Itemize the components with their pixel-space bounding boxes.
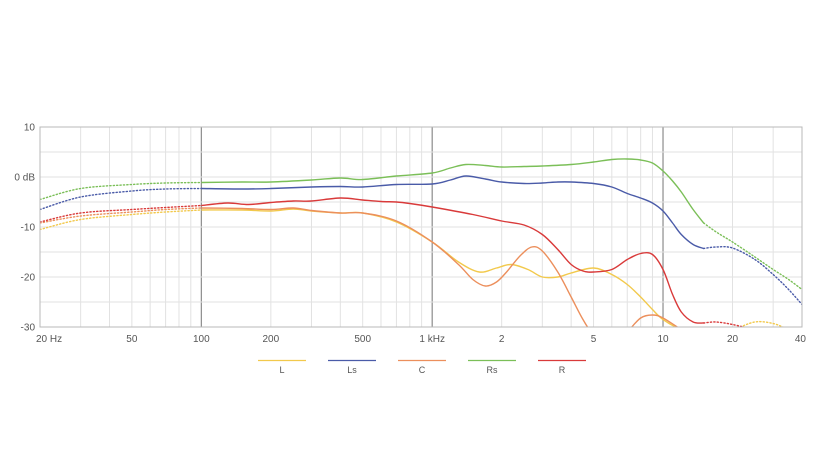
x-tick-label: 20 Hz <box>36 334 62 345</box>
series-line-dotted-low <box>40 181 203 201</box>
series-rs <box>40 158 802 291</box>
y-tick-label: 10 <box>24 123 36 134</box>
legend-item-r: R <box>538 359 586 375</box>
y-tick-label: -10 <box>21 223 36 234</box>
series-line-dotted-low <box>40 204 203 223</box>
x-tick-label: 20 <box>727 334 739 345</box>
series-c <box>40 207 802 362</box>
series-line-solid <box>201 158 705 224</box>
legend-label: Ls <box>347 365 357 375</box>
series-ls <box>40 175 802 306</box>
x-tick-label: 10 <box>657 334 669 345</box>
legend-label: Rs <box>487 365 498 375</box>
legend-item-c: C <box>398 359 446 375</box>
series-line-dotted-low <box>40 187 203 211</box>
x-tick-label: 500 <box>354 334 371 345</box>
series-line-dotted-high <box>702 245 802 306</box>
x-tick-label: 50 <box>126 334 138 345</box>
grid <box>40 127 802 327</box>
legend-label: R <box>559 365 566 375</box>
series-line-dotted-high <box>704 342 802 362</box>
y-tick-label: 0 dB <box>14 173 35 184</box>
legend-label: L <box>279 365 284 375</box>
x-tick-label: 100 <box>193 334 210 345</box>
series-line-dotted-high <box>702 321 747 327</box>
y-tick-label: -30 <box>21 323 36 334</box>
series-lines <box>40 158 802 362</box>
series-l <box>40 208 785 327</box>
series-line-solid <box>201 175 704 250</box>
legend-item-l: L <box>258 359 306 375</box>
x-tick-label: 200 <box>262 334 279 345</box>
x-tick-label: 5 <box>591 334 597 345</box>
series-r <box>40 197 747 327</box>
x-tick-label: 2 <box>499 334 505 345</box>
series-line-dotted-low <box>40 207 203 224</box>
plot-frame <box>39 126 803 328</box>
series-line-solid <box>201 207 679 327</box>
legend-item-ls: Ls <box>328 359 376 375</box>
legend-label: C <box>419 365 426 375</box>
x-tick-label: 1 kHz <box>419 334 445 345</box>
series-line-dotted-high <box>702 222 802 291</box>
series-line-dotted-low <box>40 209 203 231</box>
series-line-solid <box>201 208 678 327</box>
x-tick-label: 40 <box>795 334 807 345</box>
legend: L Ls C Rs R <box>258 359 586 375</box>
series-line-solid <box>201 197 704 324</box>
y-tick-label: -20 <box>21 273 36 284</box>
series-line-dotted-high <box>738 320 785 327</box>
legend-item-rs: Rs <box>468 359 516 375</box>
